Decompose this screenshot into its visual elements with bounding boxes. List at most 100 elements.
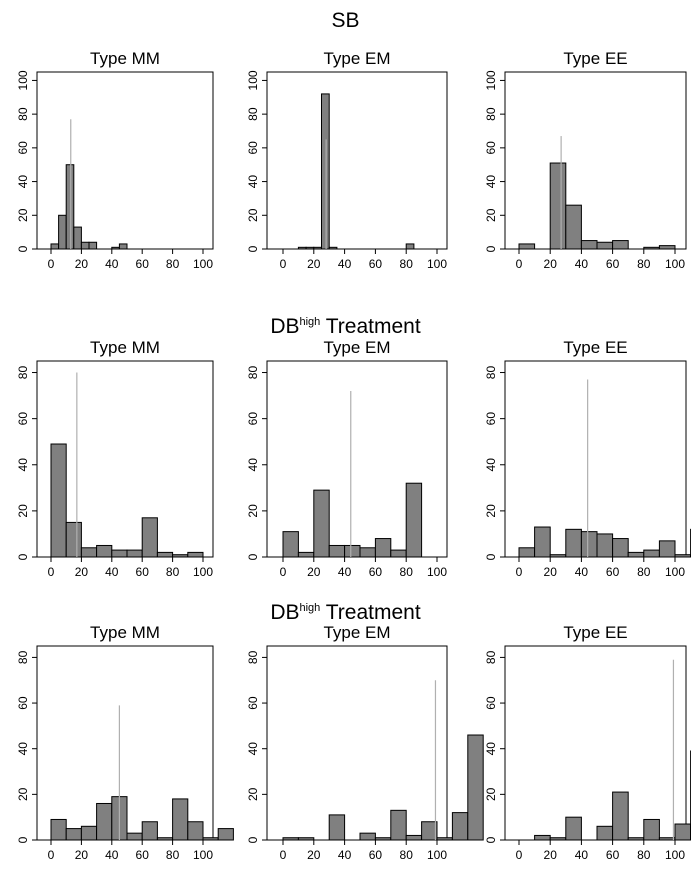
x-tick-label: 60: [606, 565, 620, 579]
x-tick-label: 40: [338, 848, 352, 862]
bar: [88, 241, 98, 250]
bar: [627, 551, 645, 558]
bar: [534, 526, 551, 558]
x-tick-label: 0: [48, 848, 55, 862]
y-tick-label: 20: [16, 208, 30, 222]
x-tick-label: 0: [280, 257, 287, 271]
bar: [344, 544, 361, 558]
x-tick-label: 40: [575, 848, 589, 862]
x-tick-label: 100: [427, 848, 447, 862]
x-tick-label: 40: [575, 565, 589, 579]
bar: [217, 828, 234, 841]
x-tick-label: 20: [75, 257, 89, 271]
panel-title-r1c2: Type EM: [323, 49, 390, 68]
y-tick-label: 20: [246, 787, 260, 801]
x-tick-label: 40: [105, 848, 119, 862]
x-tick-label: 40: [338, 565, 352, 579]
panel-title-r1c3: Type EE: [563, 49, 627, 68]
x-tick-label: 60: [136, 257, 150, 271]
bar: [658, 245, 676, 250]
y-tick-label: 60: [484, 141, 498, 155]
row-title-1: SB: [331, 9, 360, 32]
bar: [80, 241, 90, 250]
x-tick-label: 0: [516, 848, 523, 862]
x-tick-label: 20: [75, 565, 89, 579]
bar: [359, 832, 376, 841]
bar: [328, 814, 346, 841]
row-title-3: DBhigh Treatment: [270, 601, 421, 624]
bar: [596, 825, 614, 841]
y-tick-label: 0: [16, 245, 30, 252]
panel-title-r1c1: Type MM: [90, 49, 160, 68]
bar: [96, 544, 113, 558]
bar: [126, 832, 143, 841]
bar: [73, 226, 82, 250]
y-tick-label: 100: [246, 70, 260, 90]
bar: [565, 816, 582, 841]
y-tick-label: 60: [246, 696, 260, 710]
bar: [405, 834, 423, 841]
bar: [580, 240, 598, 250]
x-tick-label: 80: [637, 848, 651, 862]
x-tick-label: 80: [637, 565, 651, 579]
y-tick-label: 40: [246, 175, 260, 189]
bar: [50, 443, 67, 558]
bar: [297, 837, 315, 841]
bar: [596, 533, 614, 558]
bar: [328, 246, 338, 250]
bar: [658, 540, 676, 558]
bar: [58, 214, 67, 250]
y-tick-label: 100: [16, 70, 30, 90]
bar: [313, 489, 330, 558]
y-tick-label: 60: [246, 141, 260, 155]
bar: [156, 551, 174, 558]
x-tick-label: 40: [575, 257, 589, 271]
bar: [643, 549, 660, 558]
x-tick-label: 40: [105, 565, 119, 579]
y-tick-label: 80: [484, 366, 498, 380]
y-tick-label: 60: [484, 412, 498, 426]
x-tick-label: 80: [166, 257, 180, 271]
x-tick-label: 0: [516, 565, 523, 579]
y-tick-label: 60: [16, 412, 30, 426]
x-tick-label: 80: [637, 257, 651, 271]
bar: [421, 821, 438, 841]
y-tick-label: 20: [16, 504, 30, 518]
y-tick-label: 20: [16, 787, 30, 801]
y-tick-label: 80: [246, 650, 260, 664]
y-tick-label: 40: [16, 175, 30, 189]
bar: [405, 243, 415, 250]
bar: [282, 531, 299, 558]
bar: [282, 837, 299, 841]
bar: [612, 240, 629, 250]
x-tick-label: 60: [136, 565, 150, 579]
x-tick-label: 100: [665, 257, 685, 271]
bar: [390, 549, 407, 558]
bar: [111, 549, 128, 558]
bar: [328, 544, 346, 558]
bar: [565, 528, 582, 558]
y-tick-label: 20: [484, 787, 498, 801]
bar: [580, 531, 598, 558]
y-tick-label: 0: [246, 553, 260, 560]
bar: [187, 551, 204, 558]
bar: [96, 802, 113, 841]
bar: [518, 547, 536, 558]
y-tick-label: 60: [16, 696, 30, 710]
x-tick-label: 20: [307, 257, 321, 271]
x-tick-label: 80: [400, 565, 414, 579]
bar: [390, 809, 407, 841]
y-tick-label: 40: [484, 742, 498, 756]
y-tick-label: 0: [246, 836, 260, 843]
x-tick-label: 60: [369, 257, 383, 271]
bar: [111, 246, 120, 250]
y-tick-label: 20: [246, 208, 260, 222]
y-tick-label: 40: [16, 458, 30, 472]
bar: [612, 791, 629, 841]
bar: [643, 818, 660, 841]
bar: [359, 547, 376, 558]
bar: [321, 93, 330, 250]
x-tick-label: 0: [516, 257, 523, 271]
x-tick-label: 60: [606, 848, 620, 862]
bar: [436, 837, 453, 841]
